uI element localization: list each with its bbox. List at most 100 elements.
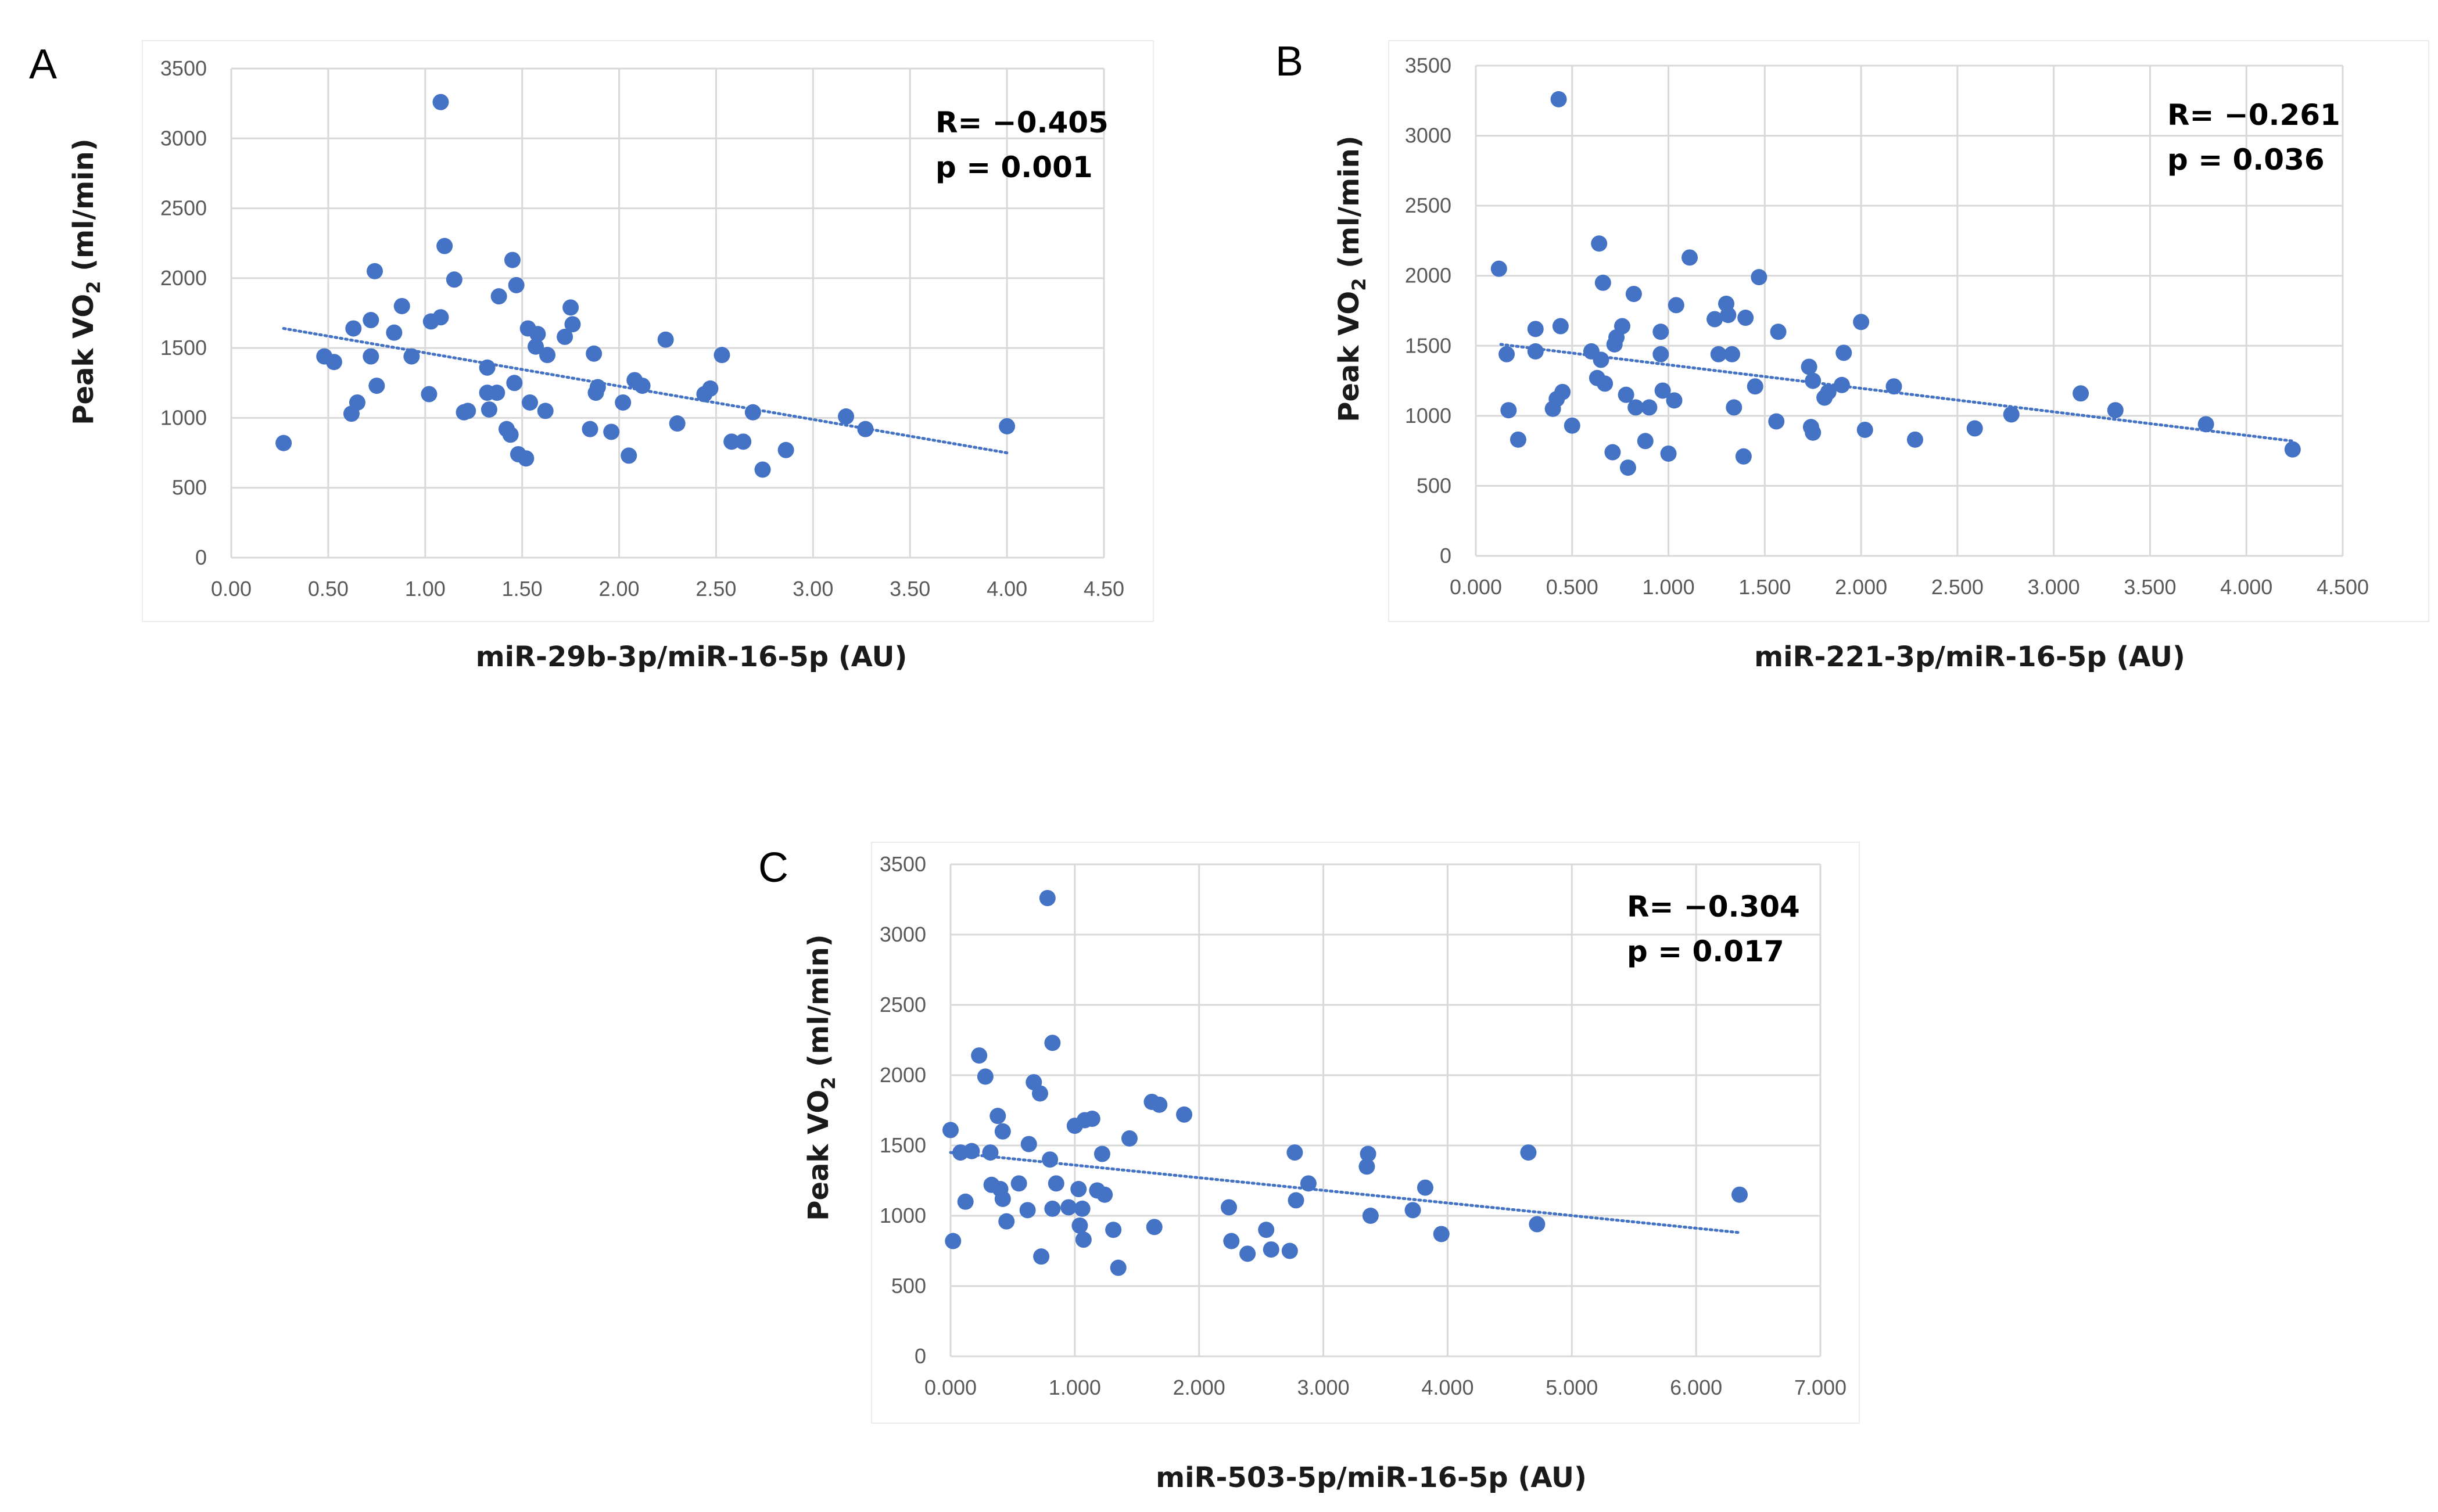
- panel-a-data-point: [490, 288, 507, 305]
- panel-b-data-point: [1625, 286, 1642, 303]
- panel-c-data-point: [1404, 1202, 1421, 1219]
- panel-a-data-point: [275, 434, 292, 451]
- panel-c-letter: C: [758, 845, 788, 891]
- panel-c-y-tick-label: 1000: [880, 1204, 926, 1227]
- panel-b-data-point: [1801, 358, 1817, 375]
- panel-c-data-point: [1039, 890, 1056, 907]
- panel-b-data-point: [1805, 424, 1822, 441]
- panel-c-y-tick-label: 2000: [880, 1063, 926, 1087]
- panel-a-x-tick-label: 0.00: [211, 577, 252, 601]
- panel-c-data-point: [982, 1144, 999, 1161]
- panel-a-data-point: [999, 418, 1016, 434]
- panel-b-data-point: [1660, 445, 1677, 462]
- panel-b-data-point: [1720, 307, 1737, 324]
- panel-a-x-tick-label: 2.00: [599, 577, 640, 601]
- panel-a-data-point: [754, 461, 771, 478]
- panel-b-data-point: [1500, 402, 1517, 419]
- panel-c-data-point: [1520, 1144, 1537, 1161]
- panel-b-x-tick-label: 1.500: [1738, 575, 1791, 599]
- panel-c-data-point: [1300, 1175, 1317, 1192]
- panel-a-x-axis-label: miR-29b-3p/miR-16-5p (AU): [476, 641, 908, 673]
- panel-a-data-point: [589, 379, 606, 396]
- panel-c-data-point: [1019, 1202, 1036, 1219]
- panel-a-data-point: [368, 378, 385, 394]
- panel-c-trendline: [949, 1151, 1741, 1234]
- panel-c-y-tick-label: 3500: [880, 852, 926, 876]
- panel-b-frame: [1388, 40, 2429, 622]
- panel-c-data-point: [977, 1068, 994, 1085]
- panel-c-data-point: [1048, 1175, 1064, 1192]
- panel-c-data-point: [1121, 1130, 1138, 1147]
- panel-b-data-point: [1552, 318, 1569, 335]
- panel-a-data-point: [537, 403, 554, 419]
- panel-c-points: [942, 890, 1748, 1276]
- panel-c-x-tick-label: 5.000: [1546, 1375, 1598, 1399]
- panel-c-x-tick-label: 1.000: [1049, 1375, 1101, 1399]
- panel-a-data-point: [634, 378, 651, 394]
- panel-c-data-point: [945, 1233, 962, 1249]
- panel-b-data-point: [1706, 311, 1723, 328]
- panel-c-data-point: [971, 1047, 988, 1064]
- panel-b-x-tick-label: 4.500: [2317, 575, 2369, 599]
- panel-b-data-point: [1619, 459, 1636, 476]
- panel-c-data-point: [1433, 1226, 1450, 1242]
- panel-a-data-point: [529, 326, 546, 343]
- panel-a-x-tick-label: 0.50: [308, 577, 349, 601]
- panel-a-y-tick-label: 0: [195, 545, 207, 569]
- panel-b-data-point: [1666, 392, 1683, 409]
- panel-c-data-point: [998, 1213, 1015, 1230]
- panel-a-x-tick-label: 2.50: [695, 577, 736, 601]
- panel-c-data-point: [1360, 1145, 1376, 1162]
- panel-c-x-tick-label: 0.000: [924, 1375, 977, 1399]
- panel-b-data-point: [1527, 343, 1544, 360]
- panel-a-points: [275, 94, 1016, 478]
- panel-c-data-point: [994, 1123, 1011, 1140]
- panel-b-data-point: [1805, 372, 1822, 389]
- panel-c-data-point: [1070, 1181, 1087, 1198]
- panel-b-data-point: [1966, 420, 1983, 437]
- panel-c-data-point: [1281, 1242, 1298, 1259]
- panel-b-data-point: [1554, 383, 1571, 400]
- panel-a-x-tick-label: 1.00: [405, 577, 446, 601]
- panel-b-data-point: [1681, 249, 1698, 266]
- panel-b-data-point: [1710, 346, 1727, 362]
- panel-a-data-point: [481, 401, 497, 418]
- panel-a-data-point: [582, 421, 598, 437]
- panel-c-x-tick-label: 2.000: [1173, 1375, 1225, 1399]
- panel-c-data-point: [1529, 1216, 1546, 1233]
- panel-c-y-tick-label: 3000: [880, 922, 926, 946]
- panel-b-data-point: [1853, 314, 1870, 331]
- panel-a-x-tick-label: 4.00: [987, 577, 1027, 601]
- panel-c-data-point: [1010, 1175, 1027, 1192]
- panel-b-r-value: R= −0.261: [2167, 98, 2340, 132]
- panel-b-data-point: [2197, 416, 2214, 433]
- panel-c-data-point: [1044, 1200, 1061, 1217]
- panel-a-data-point: [539, 347, 556, 364]
- panel-b-y-tick-label: 2500: [1405, 193, 1451, 217]
- panel-a-x-tick-label: 1.50: [502, 577, 543, 601]
- panel-a-data-point: [479, 359, 496, 376]
- panel-a-data-point: [508, 276, 525, 293]
- panel-b-x-tick-label: 2.500: [1931, 575, 1984, 599]
- panel-a-y-axis-label: Peak VO2 (ml/min): [67, 138, 105, 425]
- panel-b-data-point: [2284, 441, 2301, 458]
- panel-b-data-point: [2107, 402, 2124, 419]
- panel-b-data-point: [1835, 344, 1852, 361]
- panel-c-frame: [871, 842, 1860, 1424]
- panel-a-data-point: [363, 348, 379, 365]
- panel-b-data-point: [1906, 431, 1923, 448]
- panel-a-y-tick-label: 1000: [160, 405, 207, 429]
- panel-a-data-point: [621, 447, 637, 464]
- panel-a-data-point: [345, 320, 362, 337]
- panel-b-data-point: [1856, 421, 1873, 438]
- panel-c-x-tick-label: 4.000: [1421, 1375, 1473, 1399]
- panel-c-data-point: [1075, 1231, 1092, 1248]
- panel-a-data-point: [489, 385, 505, 401]
- panel-b-data-point: [1885, 378, 1902, 395]
- panel-c-data-point: [1239, 1245, 1256, 1262]
- panel-c-y-tick-label: 1500: [880, 1133, 926, 1157]
- panel-a-x-tick-label: 4.50: [1084, 577, 1124, 601]
- panel-b-data-point: [1820, 383, 1837, 400]
- panel-a-x-tick-label: 3.50: [890, 577, 930, 601]
- panel-a-data-point: [857, 421, 874, 437]
